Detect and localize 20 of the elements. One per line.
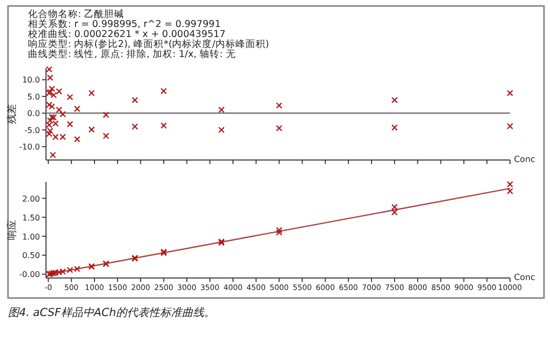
x-axis-title: Conc [514, 155, 536, 165]
y-tick-label: 1.50 [22, 213, 40, 222]
y-axis-title: 残差 [6, 104, 18, 124]
text: 校准曲线: 0.00022621 * x + 0.000439517 [27, 28, 226, 40]
y-tick-label: 10.0 [22, 76, 40, 85]
y-tick-label: -0.00 [19, 270, 40, 280]
y-tick-label: 2.00 [22, 194, 40, 204]
text: 响应类型: 内标(参比2), 峰面积*(内标浓度/内标峰面积) [28, 38, 270, 50]
caption: 图4. aCSF样品中ACh的代表性标准曲线。 [8, 306, 216, 319]
y-tick-label: 0.50 [22, 251, 40, 260]
y-tick-label: 0.0 [27, 109, 40, 118]
text: 相关系数: r = 0.998995, r^2 = 0.997991 [28, 18, 221, 30]
y-tick-label: 5.0 [27, 92, 40, 102]
y-tick-label: 1.00 [22, 232, 40, 242]
y-tick-label: -5.0 [24, 126, 40, 135]
x-axis-title: Conc [514, 273, 536, 283]
text: 曲线类型: 线性, 原点: 排除, 加权: 1/x, 轴转: 无 [28, 48, 236, 60]
text: 化合物名称: 乙酰胆碱 [28, 8, 124, 20]
y-tick-label: -10.0 [19, 142, 40, 152]
y-axis-title: 响应 [6, 220, 18, 240]
